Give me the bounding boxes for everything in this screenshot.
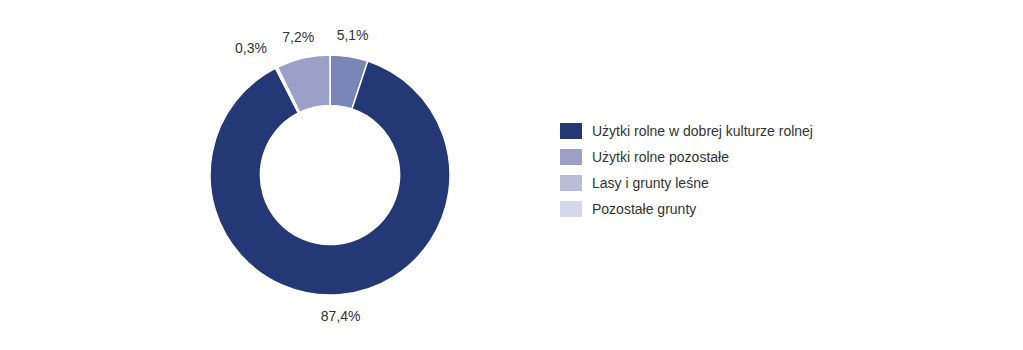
pie-group <box>210 55 450 295</box>
legend-item: Pozostałe grunty <box>560 201 696 217</box>
data-label: 87,4% <box>321 308 361 324</box>
legend-swatch <box>560 123 582 139</box>
data-labels: 5,1% 87,4% 0,3% 7,2% <box>235 27 369 324</box>
legend-item: Użytki rolne w dobrej kulturze rolnej <box>560 123 813 139</box>
data-label: 0,3% <box>235 40 267 56</box>
legend-label: Użytki rolne w dobrej kulturze rolnej <box>592 123 813 139</box>
legend-label: Pozostałe grunty <box>592 201 696 217</box>
legend-swatch <box>560 149 582 165</box>
legend-label: Użytki rolne pozostałe <box>592 149 729 165</box>
legend-item: Użytki rolne pozostałe <box>560 149 729 165</box>
legend-label: Lasy i grunty leśne <box>592 175 709 191</box>
slice <box>278 55 330 112</box>
chart: 5,1% 87,4% 0,3% 7,2% Użytki rolne w dobrej k… <box>0 0 1023 350</box>
data-label: 7,2% <box>282 29 314 45</box>
legend-item: Lasy i grunty leśne <box>560 175 709 191</box>
legend: Użytki rolne w dobrej kulturze rolnej Uży… <box>560 123 813 217</box>
legend-swatch <box>560 175 582 191</box>
legend-swatch <box>560 201 582 217</box>
data-label: 5,1% <box>337 27 369 43</box>
